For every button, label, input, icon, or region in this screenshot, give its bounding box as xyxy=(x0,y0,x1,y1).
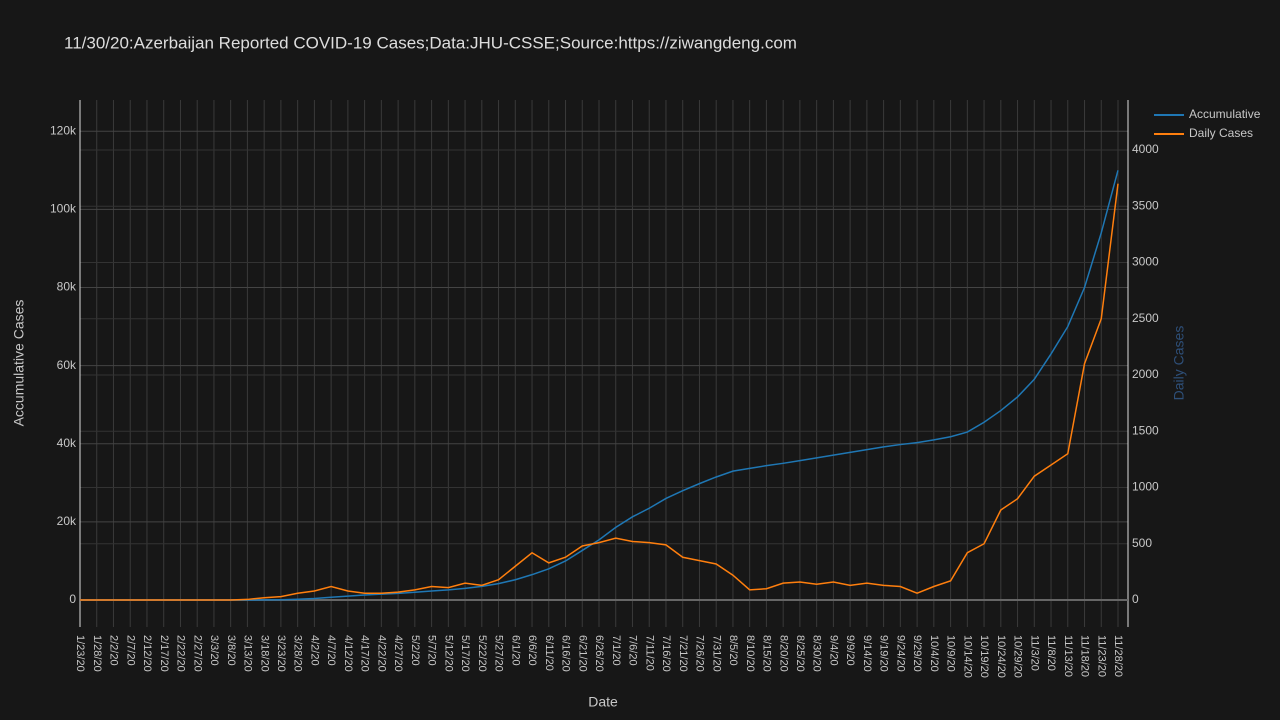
x-tick-label: 3/28/20 xyxy=(292,635,304,672)
y2-tick-label: 500 xyxy=(1132,536,1152,550)
x-tick-label: 6/16/20 xyxy=(560,635,572,672)
series-line xyxy=(80,170,1119,601)
x-tick-label: 2/2/20 xyxy=(108,635,120,666)
x-tick-label: 7/16/20 xyxy=(660,635,672,672)
y2-tick-label: 4000 xyxy=(1132,142,1159,156)
y-tick-label: 0 xyxy=(69,592,76,606)
x-tick-label: 4/27/20 xyxy=(392,635,404,672)
y2-tick-label: 0 xyxy=(1132,592,1139,606)
x-tick-label: 11/28/20 xyxy=(1112,635,1124,677)
legend-label: Accumulative xyxy=(1189,107,1261,121)
x-tick-label: 8/25/20 xyxy=(794,635,806,672)
x-tick-label: 2/27/20 xyxy=(191,635,203,672)
x-tick-label: 2/22/20 xyxy=(175,635,187,672)
x-tick-label: 6/1/20 xyxy=(509,635,521,666)
x-tick-label: 3/3/20 xyxy=(208,635,220,666)
x-tick-label: 10/19/20 xyxy=(978,635,990,678)
y2-tick-label: 1500 xyxy=(1132,423,1159,437)
x-tick-label: 6/11/20 xyxy=(543,635,555,671)
x-tick-label: 10/4/20 xyxy=(928,635,940,672)
x-tick-label: 4/2/20 xyxy=(308,635,320,666)
x-tick-label: 5/2/20 xyxy=(409,635,421,666)
x-tick-label: 4/17/20 xyxy=(359,635,371,672)
x-tick-label: 9/24/20 xyxy=(894,635,906,672)
x-tick-label: 7/26/20 xyxy=(694,635,706,672)
x-tick-label: 8/20/20 xyxy=(777,635,789,672)
x-tick-label: 7/1/20 xyxy=(610,635,622,666)
x-tick-label: 10/24/20 xyxy=(995,635,1007,678)
x-tick-label: 3/18/20 xyxy=(258,635,270,672)
x-tick-label: 10/14/20 xyxy=(961,635,973,678)
x-tick-label: 10/29/20 xyxy=(1012,635,1024,678)
x-tick-label: 11/8/20 xyxy=(1045,635,1057,671)
x-tick-label: 5/22/20 xyxy=(476,635,488,672)
x-tick-label: 5/27/20 xyxy=(493,635,505,672)
y-tick-label: 20k xyxy=(57,514,77,528)
y-tick-label: 60k xyxy=(57,358,77,372)
x-tick-label: 6/6/20 xyxy=(526,635,538,666)
y2-tick-label: 3500 xyxy=(1132,198,1159,212)
y-tick-label: 80k xyxy=(57,280,77,294)
x-tick-label: 6/21/20 xyxy=(576,635,588,672)
x-tick-label: 3/13/20 xyxy=(242,635,254,672)
x-tick-label: 6/26/20 xyxy=(593,635,605,672)
x-tick-label: 11/23/20 xyxy=(1095,635,1107,677)
x-tick-label: 8/15/20 xyxy=(761,635,773,672)
x-tick-label: 5/12/20 xyxy=(442,635,454,672)
y-tick-label: 40k xyxy=(57,436,77,450)
x-tick-label: 5/7/20 xyxy=(426,635,438,666)
x-tick-label: 1/23/20 xyxy=(74,635,86,672)
y2-tick-label: 2000 xyxy=(1132,367,1159,381)
x-tick-label: 9/9/20 xyxy=(844,635,856,666)
x-tick-label: 9/29/20 xyxy=(911,635,923,672)
y2-tick-label: 1000 xyxy=(1132,480,1159,494)
x-tick-label: 2/7/20 xyxy=(124,635,136,666)
x-tick-label: 4/22/20 xyxy=(375,635,387,672)
x-tick-label: 7/31/20 xyxy=(710,635,722,672)
x-tick-label: 9/4/20 xyxy=(827,635,839,666)
x-tick-label: 4/12/20 xyxy=(342,635,354,672)
x-tick-label: 1/28/20 xyxy=(91,635,103,672)
x-tick-label: 7/11/20 xyxy=(643,635,655,671)
x-tick-label: 8/5/20 xyxy=(727,635,739,666)
x-tick-label: 7/21/20 xyxy=(677,635,689,672)
x-axis-title: Date xyxy=(588,694,618,710)
series-line xyxy=(80,183,1119,601)
x-tick-label: 11/13/20 xyxy=(1062,635,1074,677)
y2-tick-label: 3000 xyxy=(1132,255,1159,269)
x-tick-label: 10/9/20 xyxy=(945,635,957,672)
x-tick-label: 4/7/20 xyxy=(325,635,337,666)
chart-title: 11/30/20:Azerbaijan Reported COVID-19 Ca… xyxy=(64,33,797,52)
x-tick-label: 8/30/20 xyxy=(811,635,823,672)
x-tick-label: 3/23/20 xyxy=(275,635,287,672)
y2-tick-label: 2500 xyxy=(1132,311,1159,325)
x-tick-label: 2/17/20 xyxy=(158,635,170,672)
x-tick-label: 8/10/20 xyxy=(744,635,756,672)
x-tick-label: 9/19/20 xyxy=(878,635,890,672)
x-tick-label: 7/6/20 xyxy=(627,635,639,666)
y-tick-label: 100k xyxy=(50,202,77,216)
y2-axis-title: Daily Cases xyxy=(1171,326,1187,401)
y-tick-label: 120k xyxy=(50,123,77,137)
x-tick-label: 5/17/20 xyxy=(459,635,471,672)
legend-label: Daily Cases xyxy=(1189,126,1253,140)
y-axis-title: Accumulative Cases xyxy=(11,300,27,427)
x-tick-label: 11/18/20 xyxy=(1079,635,1091,677)
x-tick-label: 11/3/20 xyxy=(1028,635,1040,671)
x-tick-label: 9/14/20 xyxy=(861,635,873,672)
x-tick-label: 2/12/20 xyxy=(141,635,153,672)
x-tick-label: 3/8/20 xyxy=(225,635,237,666)
